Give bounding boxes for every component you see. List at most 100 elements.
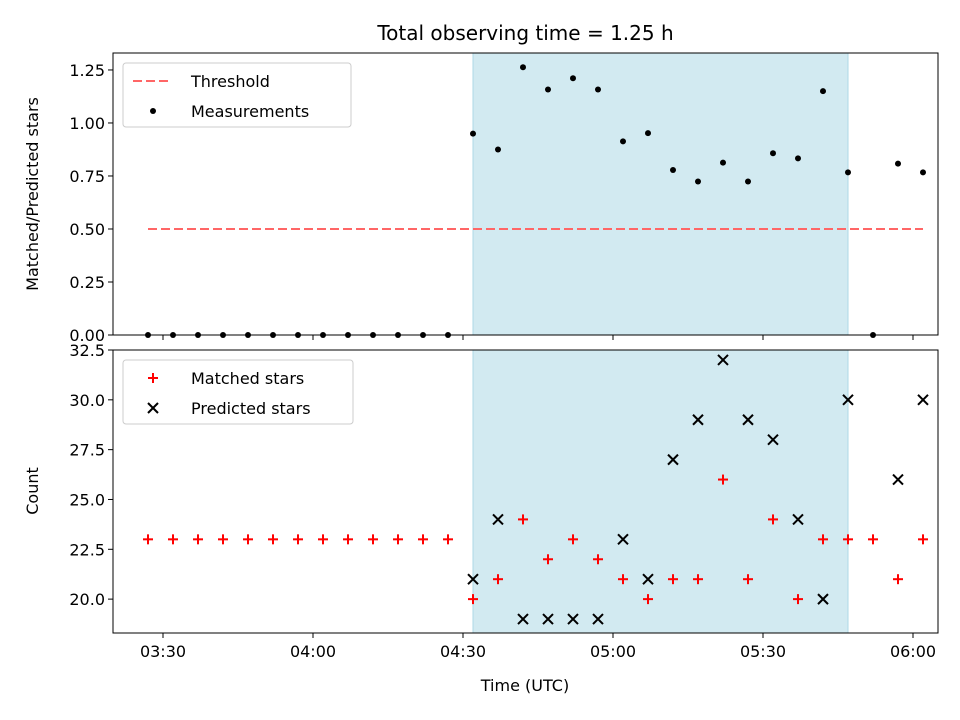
- predicted-x-b: [667, 453, 679, 466]
- matched-stars-point: [793, 594, 803, 605]
- matched-stars-point: [493, 574, 503, 585]
- measurement-point: [645, 130, 651, 137]
- predicted-stars-point: [492, 513, 504, 526]
- bottom-y-tick-label: 20.0: [69, 590, 105, 609]
- predicted-x-b: [917, 394, 929, 406]
- measurement-point: [845, 169, 851, 176]
- predicted-x-b: [617, 533, 629, 546]
- legend-label: Threshold: [190, 72, 270, 91]
- matched-stars-point: [643, 594, 653, 605]
- predicted-stars-point: [742, 414, 754, 426]
- measurement-point: [745, 178, 751, 185]
- legend-predicted-swatch-b: [147, 402, 159, 414]
- legend-label: Measurements: [191, 102, 309, 121]
- matched-stars-point: [268, 534, 278, 545]
- measurement-point: [620, 138, 626, 145]
- predicted-stars-point: [842, 394, 854, 406]
- matched-stars-point: [768, 514, 778, 525]
- predicted-stars-point: [542, 613, 554, 625]
- matched-stars-point: [818, 534, 828, 545]
- top-y-tick-label: 0.00: [69, 326, 105, 345]
- predicted-stars-point: [917, 394, 929, 406]
- x-tick-label: 06:00: [890, 642, 936, 661]
- top-y-tick-label: 1.00: [69, 114, 105, 133]
- predicted-stars-point: [892, 473, 904, 486]
- bottom-legend-box: [122, 359, 354, 425]
- bottom-axes-frame: [112, 349, 939, 634]
- top-y-tick-label: 0.75: [69, 167, 105, 186]
- predicted-x-b: [517, 613, 529, 625]
- predicted-x-b: [542, 613, 554, 625]
- measurement-point: [570, 75, 576, 82]
- matched-stars-point: [693, 574, 703, 585]
- top-legend-box: [122, 62, 352, 128]
- matched-stars-point: [218, 534, 228, 545]
- predicted-stars-point: [517, 613, 529, 625]
- measurement-point: [520, 64, 526, 71]
- bottom-y-tick-label: 25.0: [69, 490, 105, 509]
- measurement-point: [495, 146, 501, 153]
- matched-stars-point: [343, 534, 353, 545]
- predicted-stars-point: [467, 573, 479, 585]
- legend-label: Matched stars: [191, 369, 304, 388]
- predicted-stars-point: [817, 593, 829, 605]
- x-tick-label: 05:00: [590, 642, 636, 661]
- top-shaded-interval: [472, 52, 849, 336]
- matched-stars-point: [193, 534, 203, 545]
- bottom-panel: 20.0 22.5 25.0 27.5 30.0 32.5 03:30 04:00 04:30 0…: [69, 341, 939, 661]
- matched-stars-point: [143, 534, 153, 545]
- predicted-x-b: [642, 573, 654, 585]
- bottom-shaded-interval: [472, 349, 849, 634]
- matched-stars-point: [243, 534, 253, 545]
- matched-stars-point: [593, 554, 603, 565]
- matched-stars-point: [368, 534, 378, 545]
- bottom-y-tick-label: 27.5: [69, 441, 105, 460]
- predicted-x-b: [792, 513, 804, 526]
- predicted-x-b: [717, 354, 729, 366]
- bottom-y-tick-label: 32.5: [69, 341, 105, 360]
- measurement-point: [895, 160, 901, 167]
- predicted-stars-point: [592, 613, 604, 625]
- matched-stars-point: [868, 534, 878, 545]
- matched-stars-point: [568, 534, 578, 545]
- matched-stars-point: [743, 574, 753, 585]
- predicted-stars-point: [667, 453, 679, 466]
- predicted-stars-point: [692, 414, 704, 426]
- top-axes-frame: [112, 52, 939, 336]
- predicted-x-b: [892, 473, 904, 486]
- top-y-tick-label: 1.25: [69, 61, 105, 80]
- bottom-legend: Matched stars Predicted stars: [122, 359, 354, 425]
- measurement-point: [595, 86, 601, 93]
- x-tick-label: 04:00: [290, 642, 336, 661]
- legend-label: Predicted stars: [191, 399, 311, 418]
- x-tick-label: 04:30: [440, 642, 486, 661]
- legend-measurements-swatch: [150, 108, 156, 114]
- matched-stars-point: [668, 574, 678, 585]
- measurement-point: [770, 150, 776, 157]
- matched-stars-point: [418, 534, 428, 545]
- matched-stars-point: [518, 514, 528, 525]
- top-y-tick-label: 0.25: [69, 273, 105, 292]
- bottom-y-tick-label: 22.5: [69, 540, 105, 559]
- measurement-point: [470, 130, 476, 137]
- matched-stars-point: [393, 534, 403, 545]
- top-legend: Threshold Measurements: [122, 62, 352, 128]
- measurement-point: [920, 169, 926, 176]
- matched-stars-point: [718, 474, 728, 485]
- bottom-y-axis-label: Count: [23, 467, 42, 515]
- measurement-point: [820, 88, 826, 95]
- predicted-stars-point: [642, 573, 654, 585]
- predicted-x-b: [767, 433, 779, 446]
- predicted-x-b: [592, 613, 604, 625]
- predicted-x-b: [567, 613, 579, 625]
- matched-stars-point: [843, 534, 853, 545]
- top-y-tick-label: 0.50: [69, 220, 105, 239]
- predicted-x-b: [742, 414, 754, 426]
- measurement-point: [795, 155, 801, 162]
- predicted-x-b: [817, 593, 829, 605]
- predicted-stars-point: [792, 513, 804, 526]
- predicted-x-b: [692, 414, 704, 426]
- measurement-point: [545, 86, 551, 93]
- predicted-stars-point: [717, 354, 729, 366]
